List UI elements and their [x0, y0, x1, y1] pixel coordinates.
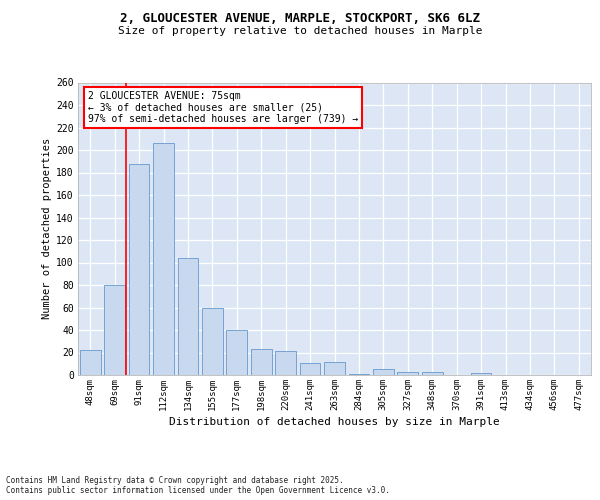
Bar: [397, 372, 418, 375]
Bar: [178, 258, 199, 375]
Bar: [349, 374, 370, 375]
Text: 2, GLOUCESTER AVENUE, MARPLE, STOCKPORT, SK6 6LZ: 2, GLOUCESTER AVENUE, MARPLE, STOCKPORT,…: [120, 12, 480, 26]
Bar: [226, 330, 247, 375]
Bar: [299, 362, 320, 375]
Text: Contains HM Land Registry data © Crown copyright and database right 2025.
Contai: Contains HM Land Registry data © Crown c…: [6, 476, 390, 495]
Bar: [422, 372, 443, 375]
Bar: [373, 370, 394, 375]
X-axis label: Distribution of detached houses by size in Marple: Distribution of detached houses by size …: [169, 417, 500, 427]
Bar: [324, 362, 345, 375]
Bar: [202, 308, 223, 375]
Bar: [251, 349, 272, 375]
Text: Size of property relative to detached houses in Marple: Size of property relative to detached ho…: [118, 26, 482, 36]
Bar: [80, 350, 101, 375]
Bar: [128, 164, 149, 375]
Bar: [470, 373, 491, 375]
Bar: [275, 352, 296, 375]
Text: 2 GLOUCESTER AVENUE: 75sqm
← 3% of detached houses are smaller (25)
97% of semi-: 2 GLOUCESTER AVENUE: 75sqm ← 3% of detac…: [88, 92, 359, 124]
Bar: [153, 143, 174, 375]
Y-axis label: Number of detached properties: Number of detached properties: [42, 138, 52, 320]
Bar: [104, 285, 125, 375]
